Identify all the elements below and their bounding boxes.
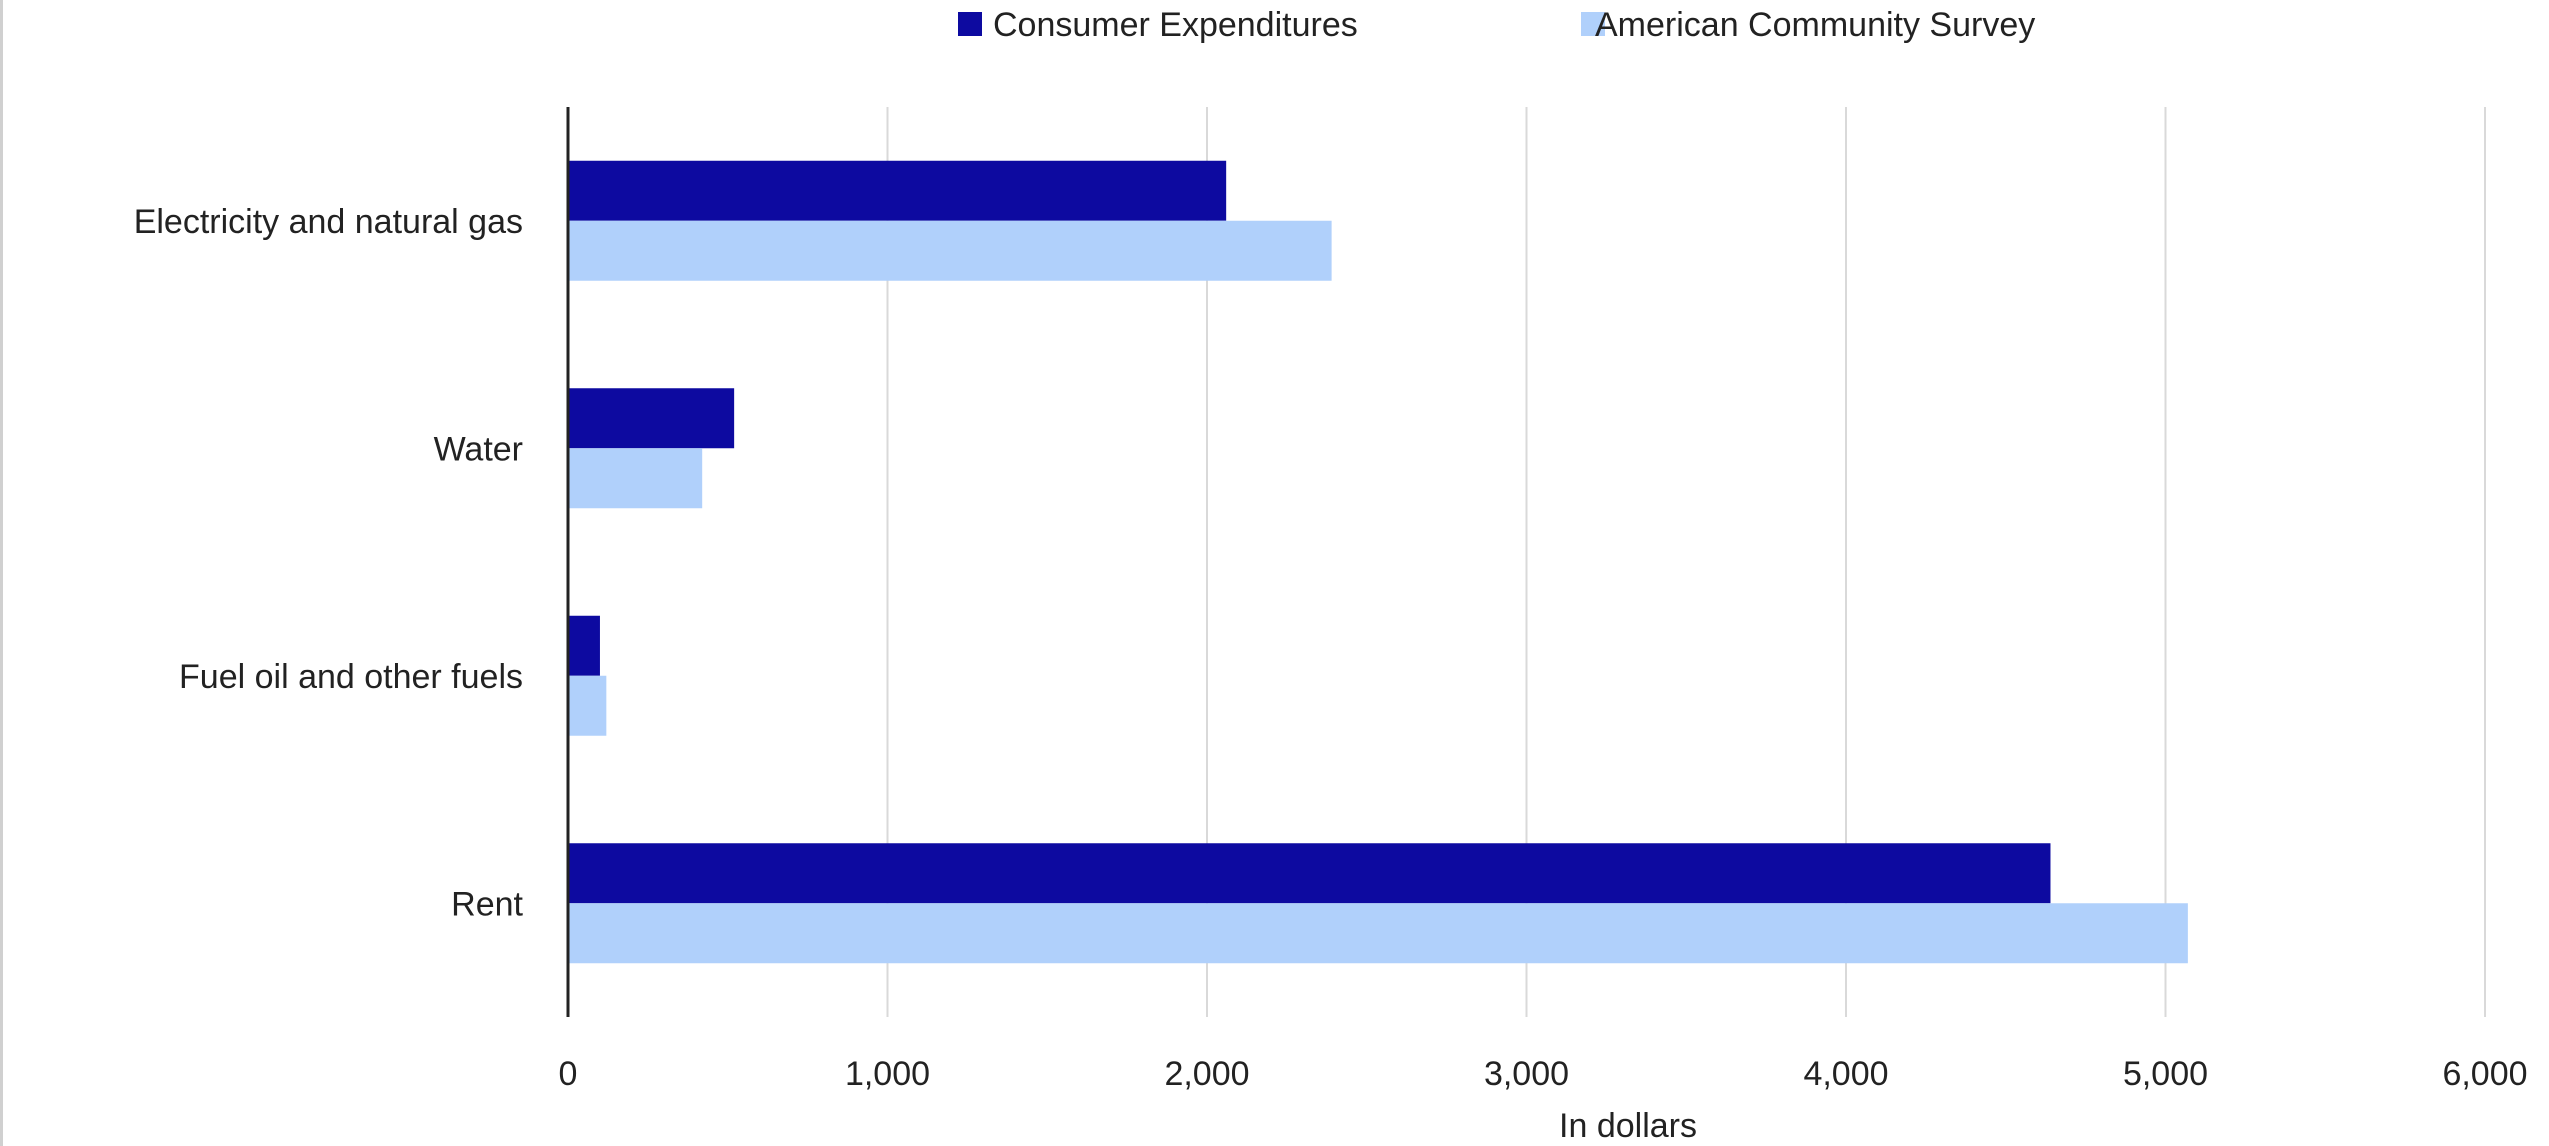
x-axis-label: In dollars <box>1559 1107 1697 1145</box>
legend-swatch-american-community-survey <box>1581 12 1605 36</box>
x-tick-label: 6,000 <box>2442 1055 2527 1093</box>
category-label-electricity-and-natural-gas: Electricity and natural gas <box>134 203 523 241</box>
legend-label-consumer-expenditures: Consumer Expenditures <box>993 6 1358 44</box>
x-tick-label: 4,000 <box>1803 1055 1888 1093</box>
legend-label-american-community-survey: American Community Survey <box>1595 6 2035 44</box>
category-label-water: Water <box>434 430 523 468</box>
bars <box>568 160 2188 964</box>
x-tick-label: 0 <box>559 1055 578 1093</box>
category-label-rent: Rent <box>451 885 523 923</box>
legend-swatch-consumer-expenditures <box>958 12 982 36</box>
bar-consumer-expenditures-water <box>568 388 735 449</box>
bar-american-community-survey-water <box>568 448 703 509</box>
x-tick-label: 1,000 <box>845 1055 930 1093</box>
x-tick-label: 3,000 <box>1484 1055 1569 1093</box>
bar-consumer-expenditures-electricity-and-natural-gas <box>568 160 1227 221</box>
x-tick-labels: 0 1,000 2,000 3,000 4,000 5,000 6,000 <box>559 1055 2528 1093</box>
category-label-fuel-oil-and-other-fuels: Fuel oil and other fuels <box>179 658 523 696</box>
bar-chart: Consumer Expenditures American Community … <box>134 6 2528 1145</box>
x-tick-label: 2,000 <box>1164 1055 1249 1093</box>
bar-american-community-survey-electricity-and-natural-gas <box>568 220 1332 281</box>
x-tick-label: 5,000 <box>2123 1055 2208 1093</box>
category-labels: Electricity and natural gas Water Fuel oil… <box>134 203 524 924</box>
bar-american-community-survey-rent <box>568 903 2188 964</box>
bar-consumer-expenditures-fuel-oil-and-other-fuels <box>568 615 600 676</box>
legend: Consumer Expenditures American Community … <box>958 6 2035 44</box>
bar-american-community-survey-fuel-oil-and-other-fuels <box>568 675 607 736</box>
bar-consumer-expenditures-rent <box>568 843 2051 904</box>
